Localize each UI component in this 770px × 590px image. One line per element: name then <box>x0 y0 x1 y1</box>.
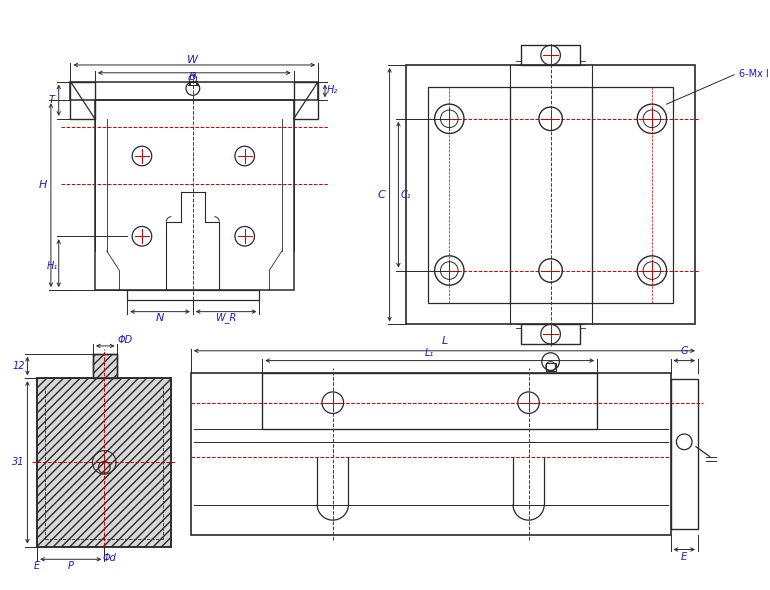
Bar <box>127 290 259 300</box>
Text: 31: 31 <box>12 457 25 467</box>
Bar <box>37 378 171 546</box>
Text: 6-Mx l: 6-Mx l <box>739 69 768 79</box>
Bar <box>191 373 671 535</box>
Text: ΦD: ΦD <box>117 335 132 345</box>
Bar <box>95 100 293 290</box>
Text: E: E <box>34 561 40 571</box>
Bar <box>521 45 580 65</box>
Text: Φd: Φd <box>102 553 116 563</box>
Text: N: N <box>156 313 164 323</box>
Text: T: T <box>49 95 55 105</box>
Bar <box>71 81 318 100</box>
Bar <box>546 362 555 371</box>
Bar <box>293 81 318 119</box>
Text: L₁: L₁ <box>425 348 434 358</box>
Text: P: P <box>68 561 74 571</box>
Bar <box>428 87 674 303</box>
Bar <box>521 324 580 344</box>
Text: H: H <box>38 181 47 191</box>
Bar <box>407 65 695 324</box>
Bar <box>71 81 95 119</box>
Text: C₁: C₁ <box>401 189 411 199</box>
Bar <box>263 373 597 429</box>
Text: E: E <box>681 552 688 562</box>
Text: W_R: W_R <box>216 312 236 323</box>
Text: H₁: H₁ <box>46 261 58 271</box>
Text: W: W <box>187 55 199 65</box>
Text: H₂: H₂ <box>327 86 339 96</box>
Text: L: L <box>441 336 447 346</box>
Text: G: G <box>681 346 688 356</box>
Text: B: B <box>189 72 196 81</box>
Bar <box>93 354 118 378</box>
Bar <box>671 379 698 529</box>
Text: 12: 12 <box>12 361 25 371</box>
Text: C: C <box>378 189 386 199</box>
